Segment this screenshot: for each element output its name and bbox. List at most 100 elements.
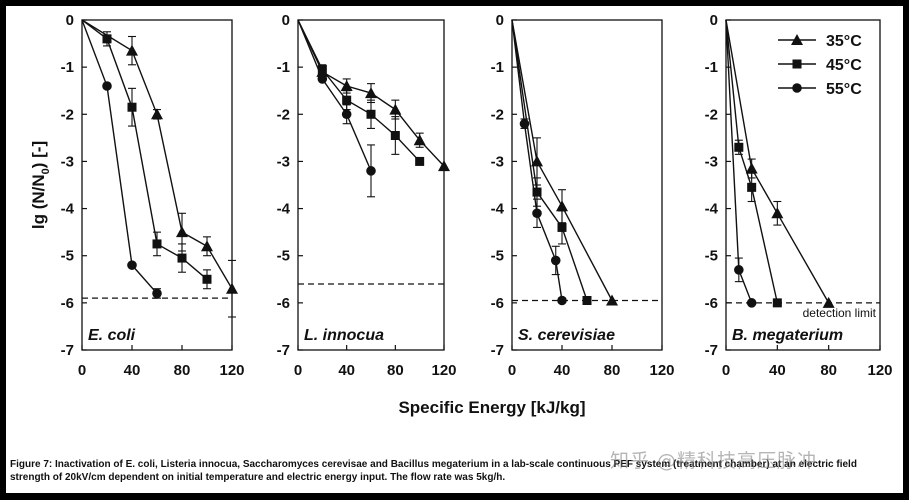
panel-4-xtick-label: 120 <box>867 362 892 379</box>
panel-2-ytick-label: 0 <box>282 12 290 29</box>
panel-4-series-35c-point <box>745 162 758 174</box>
panel-3-ytick-label: 0 <box>496 12 504 29</box>
panel-1-series-45c-point <box>152 239 162 249</box>
panel-3-ytick-label: -6 <box>491 295 504 312</box>
panel-3-xtick-label: 120 <box>649 362 674 379</box>
panel-4-ytick-label: -4 <box>705 201 719 218</box>
panel-3-ytick-label: -2 <box>491 106 504 123</box>
legend-label-1: 35°C <box>826 33 862 50</box>
panel-1-series-45c-point <box>177 253 187 263</box>
panel-4-series-35c-line <box>725 19 830 304</box>
panel-3-series-45c-point <box>582 296 592 305</box>
panel-4-organism-label: B. megaterium <box>732 327 843 344</box>
panel-3-series-55c-point <box>557 295 567 306</box>
panel-2-xtick-label: 40 <box>338 362 355 379</box>
panel-2-organism-label: L. innocua <box>304 327 384 344</box>
panel-1-xtick-label: 40 <box>124 362 141 379</box>
panel-3-series-55c-point <box>532 208 542 219</box>
panel-4-detection-limit-label: detection limit <box>803 306 877 320</box>
panel-1-series-55c-point <box>152 288 162 299</box>
panel-4-ytick-label: 0 <box>710 12 718 29</box>
panel-4-series-45c-line <box>725 19 779 304</box>
panel-2-ytick-label: -6 <box>277 295 290 312</box>
panel-1-ytick-label: -7 <box>61 342 74 359</box>
panel-4-ytick-label: -7 <box>705 342 718 359</box>
panel-4-ytick-label: -2 <box>705 106 718 123</box>
panel-1-series-45c-point <box>127 102 137 112</box>
panel-2-series-45c-point <box>366 109 376 119</box>
panel-4-xtick-label: 0 <box>722 362 730 379</box>
panel-3-xtick-label: 0 <box>508 362 516 379</box>
panel-3-ytick-label: -5 <box>491 248 504 265</box>
panel-2-series-45c-point <box>415 156 425 166</box>
panel-2-series-35c-point <box>340 80 353 91</box>
panel-2-ytick-label: -5 <box>277 248 290 265</box>
panel-3-series-35c-line <box>511 19 613 301</box>
panel-3-ytick-label: -1 <box>491 59 504 76</box>
panel-2-series-35c-point <box>365 87 377 99</box>
panel-1-series-35c-point <box>126 44 138 56</box>
panel-4-frame <box>725 19 881 351</box>
panel-3-series-35c-point <box>606 294 618 306</box>
figure-background <box>6 6 903 493</box>
panel-3-frame <box>511 19 663 351</box>
panel-2-xtick-label: 0 <box>294 362 302 379</box>
panel-2-series-35c-point <box>413 134 426 146</box>
panel-2-series-35c-point <box>438 160 450 172</box>
panel-2-series-55c-line <box>297 19 372 172</box>
panel-1-ytick-label: -3 <box>61 153 74 170</box>
panel-3-series-55c-point <box>519 118 530 129</box>
panel-3-series-35c-point <box>556 200 568 212</box>
panel-2-ytick-label: -7 <box>277 342 290 359</box>
panel-2-series-45c-point <box>342 95 352 105</box>
panel-1-ytick-label: -5 <box>61 248 74 265</box>
panel-4-ytick-label: -6 <box>705 295 718 312</box>
panel-4-ytick-label: -5 <box>705 248 718 265</box>
panel-4-series-55c-point <box>734 265 744 275</box>
panel-3-series-45c-point <box>532 187 542 197</box>
panel-1-series-35c-point <box>176 226 188 238</box>
panel-2-ytick-label: -4 <box>277 201 291 218</box>
panel-3-series-45c-point <box>557 222 567 232</box>
panel-3-ytick-label: -7 <box>491 342 504 359</box>
panel-2-series-35c-point <box>389 103 402 115</box>
panel-3-ytick-label: -4 <box>491 201 505 218</box>
panel-1-series-35c-point <box>151 108 163 120</box>
panel-4-xtick-label: 40 <box>769 362 786 379</box>
panel-1-series-35c-line <box>81 19 233 290</box>
panel-4-series-45c-point <box>747 182 757 192</box>
legend-marker-3 <box>792 83 802 93</box>
panel-1-ytick-label: 0 <box>66 12 74 29</box>
panel-4-series-45c-point <box>772 298 782 308</box>
legend-label-2: 45°C <box>826 57 862 74</box>
panel-1-xtick-label: 0 <box>78 362 86 379</box>
legend-marker-1 <box>791 34 803 45</box>
panel-2-series-45c-point <box>390 131 400 140</box>
panel-1-series-55c-point <box>102 81 112 91</box>
panel-1-ytick-label: -6 <box>61 295 74 312</box>
legend-marker-2 <box>792 59 802 69</box>
panel-3-organism-label: S. cerevisiae <box>518 327 615 344</box>
panel-1-series-45c-point <box>102 34 112 44</box>
legend-label-3: 55°C <box>826 81 862 98</box>
panel-1-frame <box>81 19 233 351</box>
panel-2-ytick-label: -1 <box>277 59 290 76</box>
panel-3-xtick-label: 80 <box>604 362 621 379</box>
panel-1-ytick-label: -2 <box>61 106 74 123</box>
panel-1-ytick-label: -1 <box>61 59 74 76</box>
panel-2-series-55c-point <box>366 166 376 176</box>
panel-2-series-55c-point <box>341 109 352 120</box>
panel-1-ytick-label: -4 <box>61 201 75 218</box>
panel-3-series-35c-point <box>531 155 543 167</box>
panel-2-frame <box>297 19 445 351</box>
panel-3-series-45c-line <box>511 19 588 301</box>
panel-1-xtick-label: 120 <box>219 362 244 379</box>
y-axis-title: lg (N/N0) [-] <box>29 141 52 229</box>
panel-4-xtick-label: 80 <box>820 362 837 379</box>
panel-1-xtick-label: 80 <box>174 362 191 379</box>
panel-4-series-35c-point <box>822 296 835 308</box>
panel-2-series-55c-point <box>317 74 328 84</box>
panel-1-organism-label: E. coli <box>88 327 136 344</box>
